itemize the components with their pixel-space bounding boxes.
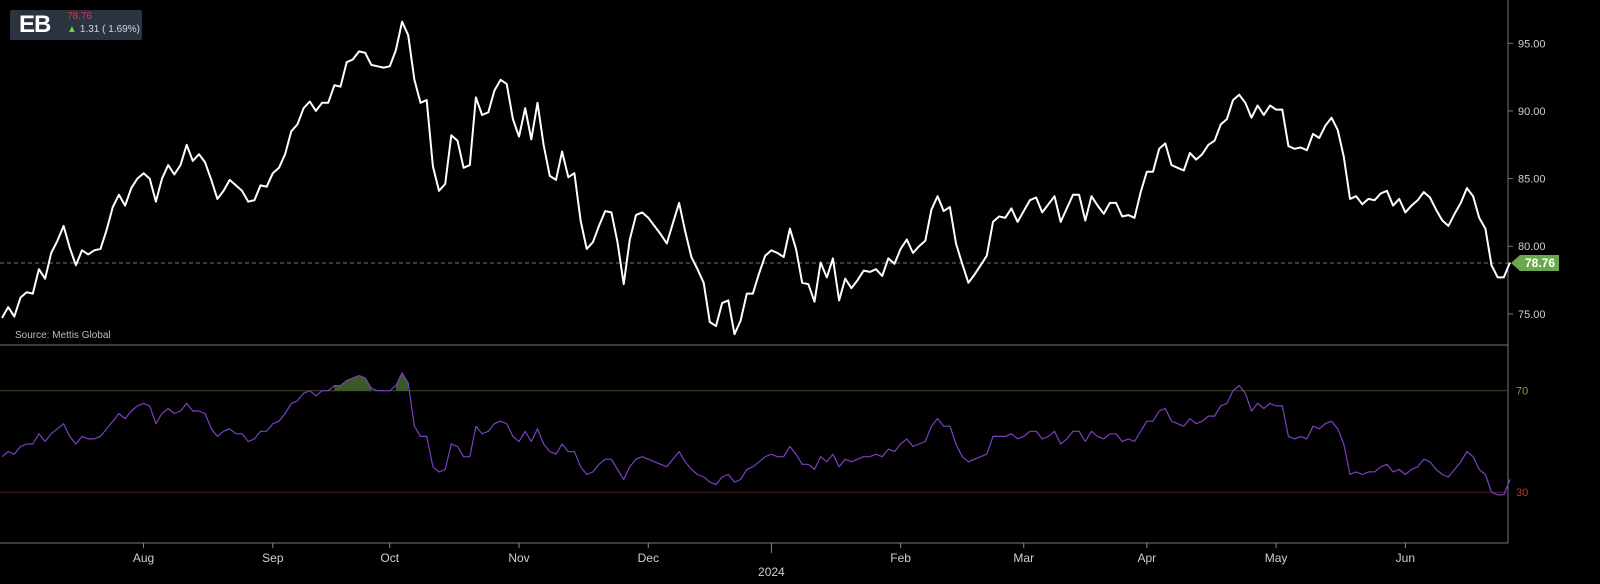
price-line: [1, 20, 1511, 336]
x-tick-label-1: Sep: [262, 551, 284, 565]
last-price-badge: [1511, 255, 1559, 272]
x-tick-label-0: Aug: [133, 551, 154, 565]
x-tick-label-3: Nov: [508, 551, 529, 565]
y-tick-label-4: 75.00: [1518, 309, 1546, 321]
source-label: Source: Mettis Global: [15, 330, 111, 341]
ticker-symbol: EB: [19, 11, 51, 38]
ticker-badge: EB 78.76 ▲ 1.31 ( 1.69%): [10, 10, 142, 40]
y-tick-label-3: 80.00: [1518, 241, 1546, 253]
x-tick-label-9: May: [1265, 551, 1288, 565]
y-tick-label-2: 85.00: [1518, 174, 1546, 186]
ticker-change-row: ▲ 1.31 ( 1.69%): [67, 24, 140, 35]
x-tick-label-10: Jun: [1396, 551, 1415, 565]
y-tick-label-0: 95.00: [1518, 38, 1546, 50]
x-tick-label-5: 2024: [758, 565, 785, 579]
rsi-line: [1, 372, 1511, 496]
x-tick-label-2: Oct: [380, 551, 399, 565]
y-tick-label-1: 90.00: [1518, 106, 1546, 118]
last-price-label: 78.76: [1525, 256, 1555, 270]
rsi-overbought-fill-1: [395, 372, 409, 391]
up-arrow-icon: ▲: [67, 24, 77, 35]
x-tick-label-7: Mar: [1013, 551, 1034, 565]
x-tick-label-4: Dec: [638, 551, 659, 565]
x-tick-label-6: Feb: [890, 551, 911, 565]
rsi-level-label-30: 30: [1516, 487, 1528, 499]
ticker-price: 78.76: [67, 11, 93, 22]
rsi-overbought-fill-0: [334, 375, 372, 391]
x-tick-label-8: Apr: [1138, 551, 1157, 565]
rsi-level-label-70: 70: [1516, 386, 1528, 398]
ticker-change: 1.31 ( 1.69%): [79, 24, 140, 35]
